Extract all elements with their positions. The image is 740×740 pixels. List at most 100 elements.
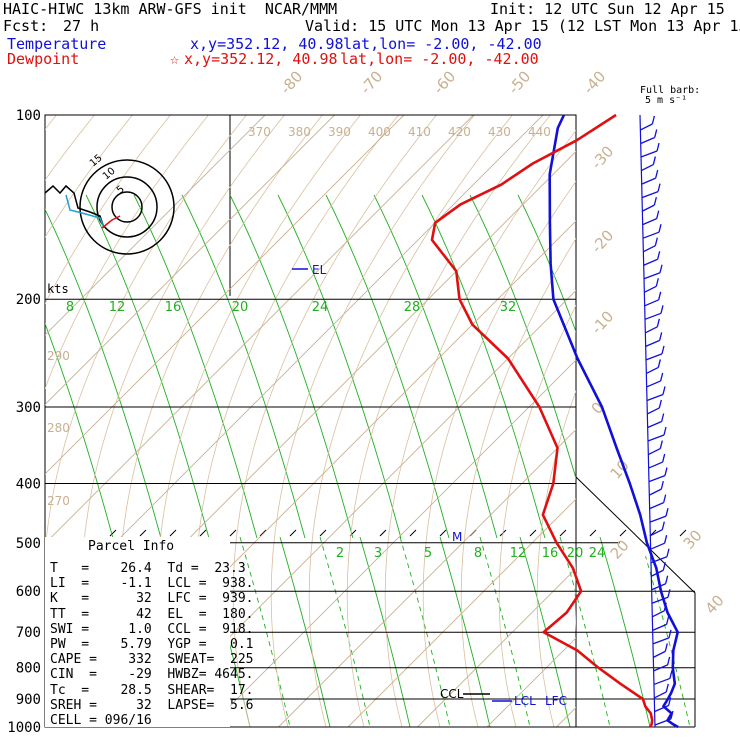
mixing-ratio-label: 5 xyxy=(424,546,432,561)
valid-time: Valid: 15 UTC Mon 13 Apr 15 (12 LST Mon … xyxy=(305,17,740,35)
skew-tick xyxy=(529,529,537,537)
wind-barb-flag xyxy=(655,169,659,179)
wind-barb xyxy=(649,488,662,496)
wind-barb-flag xyxy=(666,656,671,666)
hodograph-trace-lower xyxy=(101,215,121,229)
skew-tick xyxy=(439,529,447,537)
pressure-tick-label: 400 xyxy=(16,476,41,492)
wind-barb xyxy=(641,163,654,172)
dry-adiabat-line xyxy=(384,130,576,727)
skew-tick xyxy=(109,529,117,537)
wind-barb-flag xyxy=(657,251,661,260)
pressure-tick-label: 600 xyxy=(16,584,41,600)
wind-barb xyxy=(646,366,659,374)
parcel-info-title: Parcel Info xyxy=(88,539,175,554)
wind-barb-flag xyxy=(660,305,664,314)
forecast-label: Fcst: xyxy=(3,17,49,35)
mixing-ratio-curve xyxy=(325,194,450,538)
mixing-ratio-curve xyxy=(181,194,306,538)
skew-tick xyxy=(199,529,207,537)
theta-label: 440 xyxy=(528,125,551,139)
wind-barb-flag xyxy=(653,196,657,206)
wind-barb xyxy=(641,177,656,185)
skew-tick xyxy=(559,529,567,537)
barb-legend-line1: Full barb: xyxy=(640,85,701,96)
isotherm-line xyxy=(347,498,576,727)
wind-barb xyxy=(649,515,667,523)
wind-barb-flag xyxy=(662,386,666,395)
mixing-ratio-label: 16 xyxy=(542,546,559,561)
mixing-ratio-label: 20 xyxy=(567,546,584,561)
dry-adiabat-line xyxy=(689,75,740,727)
wind-barb-flag xyxy=(666,616,670,625)
wind-barb xyxy=(648,447,661,456)
mixing-ratio-label: 3 xyxy=(374,546,382,561)
wind-barb xyxy=(650,529,663,537)
wind-barb-flag xyxy=(659,440,663,449)
wind-barb-flag xyxy=(663,602,667,611)
wind-barb-flag xyxy=(657,183,661,192)
wind-barb xyxy=(645,339,660,347)
dry-adiabat-line xyxy=(45,115,172,305)
parcel-info-row: SREH = 32 LAPSE= 5.6 xyxy=(50,697,254,713)
mixing-ratio-curve xyxy=(85,194,210,538)
wind-barb-flag xyxy=(656,318,660,327)
dry-adiabat-line xyxy=(346,115,552,727)
parcel-info-row: LI = -1.1 LCL = 938. xyxy=(50,576,254,592)
wind-barb-flag xyxy=(658,399,662,409)
mixing-ratio-label: 16 xyxy=(165,300,182,315)
temperature-trace xyxy=(548,114,680,729)
wind-barb xyxy=(652,623,667,631)
parcel-info-row: TT = 42 EL = 180. xyxy=(50,606,254,622)
isotherm-label: -50 xyxy=(505,67,535,97)
mixing-ratio-label: 12 xyxy=(510,546,527,561)
dry-adiabat-line xyxy=(45,115,248,727)
wind-barb xyxy=(653,677,671,686)
isotherm-label: -60 xyxy=(430,67,460,97)
wind-barb xyxy=(640,123,653,131)
wind-barb-flag xyxy=(660,372,664,382)
mixing-ratio-label: 12 xyxy=(109,300,126,315)
wind-barb xyxy=(640,136,655,145)
wind-barb xyxy=(651,596,669,604)
wind-barb-flag xyxy=(660,480,664,490)
theta-label: 290 xyxy=(47,349,70,363)
wind-barb xyxy=(647,434,665,442)
mixing-ratio-curve xyxy=(439,537,491,727)
mixing-ratio-curve xyxy=(517,194,576,334)
wind-barb-flag xyxy=(668,629,672,639)
parcel-info-row: Tc = 28.5 SHEAR= 17. xyxy=(50,682,254,698)
isotherm-label: -20 xyxy=(588,226,618,256)
mixing-ratio-curve xyxy=(469,194,576,481)
theta-label: 420 xyxy=(448,125,471,139)
dewpoint-latlon: lat,lon= -2.00, -42.00 xyxy=(340,50,539,68)
dry-adiabat-line xyxy=(45,115,210,390)
wind-barb xyxy=(652,610,665,618)
mixing-ratio-upper xyxy=(45,194,576,538)
wind-barb-flag xyxy=(654,129,658,138)
pressure-tick-label: 200 xyxy=(16,292,41,308)
parcel-info-row: K = 32 LFC = 939. xyxy=(50,591,254,607)
forecast-hour: 27 h xyxy=(63,17,100,35)
dry-adiabat-line xyxy=(536,390,576,727)
wind-barb-flag xyxy=(651,115,655,125)
mixing-ratio-label: 24 xyxy=(589,546,606,561)
hodograph-trace-upper xyxy=(44,184,105,229)
dry-adiabat-line xyxy=(308,115,514,727)
wind-barb-flag xyxy=(652,156,656,165)
dry-adiabat-line xyxy=(422,180,576,727)
wind-barb-flag xyxy=(658,291,662,300)
pressure-tick-label: 1000 xyxy=(7,720,41,736)
skew-tick xyxy=(409,529,417,537)
wind-barb xyxy=(651,583,666,591)
parcel-info-row: SWI = 1.0 CCL = 918. xyxy=(50,621,254,637)
wind-barb-flag xyxy=(654,237,658,246)
mixing-ratio-lines xyxy=(45,194,695,727)
wind-barb-flag xyxy=(662,453,666,463)
wind-barb xyxy=(649,502,664,510)
wind-barb-flag xyxy=(655,278,659,287)
wind-barb xyxy=(643,272,661,280)
isotherm-line xyxy=(45,115,405,475)
theta-label: 390 xyxy=(328,125,351,139)
